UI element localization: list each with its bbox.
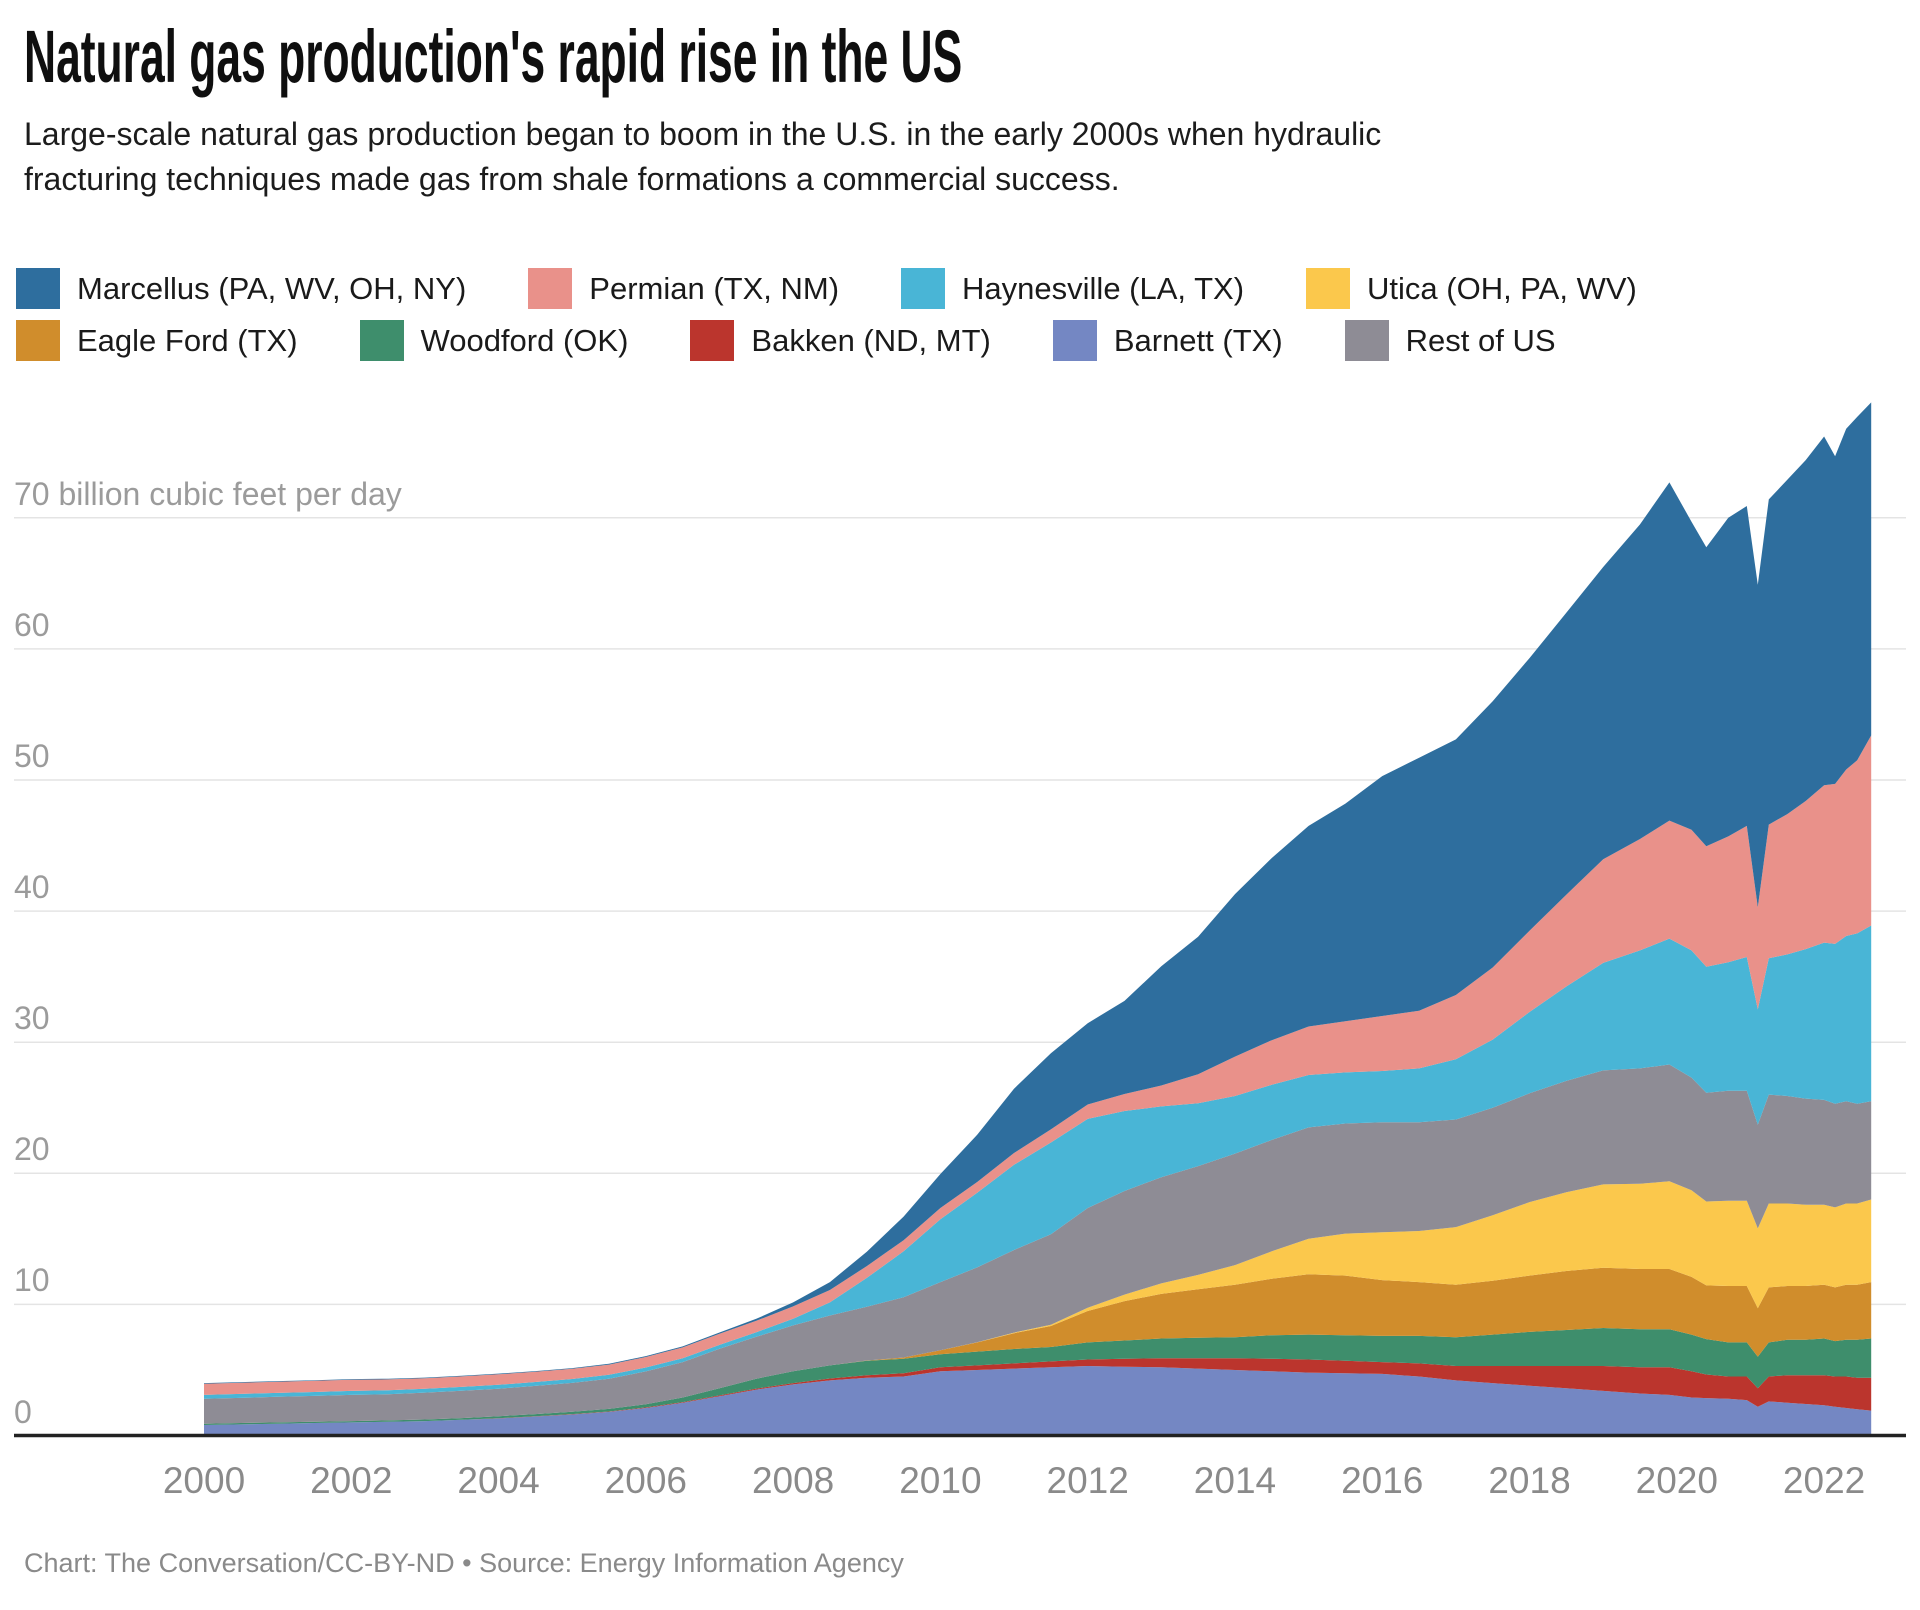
legend-swatch-eagle-ford (16, 320, 60, 361)
legend-swatch-utica (1306, 268, 1351, 309)
area-rest-of-us (204, 1064, 1872, 1424)
legend-item-permian: Permian (TX, NM) (528, 268, 839, 309)
legend-label-marcellus: Marcellus (PA, WV, OH, NY) (77, 270, 467, 306)
legend-row-2: Eagle Ford (TX) Woodford (OK) Bakken (ND, … (16, 320, 1637, 361)
chart-title: Natural gas production's rapid rise in t… (24, 15, 963, 98)
x-axis-label-2020: 2020 (1635, 1460, 1718, 1501)
x-axis-label-2012: 2012 (1046, 1460, 1129, 1501)
y-axis-label-0: 0 (14, 1393, 32, 1430)
legend: Marcellus (PA, WV, OH, NY) Permian (TX, N… (16, 268, 1637, 361)
y-axis-label-20: 20 (14, 1131, 50, 1168)
legend-item-bakken: Bakken (ND, MT) (690, 320, 991, 361)
chart-subtitle-line1: Large-scale natural gas production began… (24, 116, 1382, 152)
x-axis-label-2022: 2022 (1782, 1460, 1866, 1501)
chart-subtitle: Large-scale natural gas production began… (24, 112, 1381, 202)
legend-label-eagle-ford: Eagle Ford (TX) (77, 322, 298, 358)
legend-item-utica: Utica (OH, PA, WV) (1306, 268, 1637, 309)
area-utica (204, 1181, 1872, 1424)
x-axis-label-2010: 2010 (899, 1460, 982, 1501)
area-woodford (204, 1328, 1872, 1425)
y-axis-label-10: 10 (14, 1262, 50, 1299)
legend-item-rest-of-us: Rest of US (1344, 320, 1556, 361)
legend-label-woodford: Woodford (OK) (420, 322, 629, 358)
y-axis-label-50: 50 (14, 738, 50, 774)
legend-label-rest-of-us: Rest of US (1405, 322, 1556, 358)
y-axis-label-40: 40 (14, 869, 50, 906)
legend-item-marcellus: Marcellus (PA, WV, OH, NY) (16, 268, 466, 309)
x-axis-label-2014: 2014 (1193, 1460, 1277, 1501)
area-haynesville (204, 925, 1872, 1399)
legend-item-barnett: Barnett (TX) (1052, 320, 1283, 361)
legend-swatch-woodford (359, 320, 404, 361)
x-axis-label-2008: 2008 (751, 1460, 835, 1501)
x-axis-label-2018: 2018 (1488, 1460, 1571, 1501)
legend-swatch-barnett (1052, 320, 1097, 361)
legend-item-woodford: Woodford (OK) (359, 320, 629, 361)
x-axis-label-2006: 2006 (604, 1460, 687, 1501)
area-bakken (204, 1358, 1872, 1425)
area-barnett (204, 1366, 1872, 1436)
footer-credit: Chart: The Conversation/CC-BY-ND • Sourc… (24, 1548, 904, 1578)
legend-swatch-marcellus (16, 268, 60, 309)
legend-label-bakken: Bakken (ND, MT) (751, 322, 991, 358)
legend-label-haynesville: Haynesville (LA, TX) (962, 270, 1245, 306)
area-marcellus (204, 402, 1872, 1384)
y-axis-label-30: 30 (14, 1000, 50, 1037)
x-axis-label-2002: 2002 (310, 1460, 393, 1501)
chart-subtitle-line2: fracturing techniques made gas from shal… (24, 161, 1120, 197)
legend-label-permian: Permian (TX, NM) (589, 270, 840, 306)
legend-row-1: Marcellus (PA, WV, OH, NY) Permian (TX, N… (16, 268, 1637, 309)
x-axis-label-2016: 2016 (1341, 1460, 1424, 1501)
x-axis-label-2000: 2000 (162, 1460, 246, 1501)
legend-item-eagle-ford: Eagle Ford (TX) (16, 320, 298, 361)
legend-item-haynesville: Haynesville (LA, TX) (901, 268, 1244, 309)
legend-swatch-haynesville (901, 268, 946, 309)
legend-label-barnett: Barnett (TX) (1113, 322, 1283, 358)
legend-swatch-bakken (690, 320, 735, 361)
legend-label-utica: Utica (OH, PA, WV) (1367, 270, 1637, 306)
legend-swatch-rest-of-us (1344, 320, 1389, 361)
y-axis-unit-label: 70 billion cubic feet per day (14, 475, 402, 512)
area-eagle-ford (204, 1267, 1872, 1424)
x-axis-label-2004: 2004 (457, 1460, 540, 1501)
legend-swatch-permian (528, 268, 573, 309)
y-axis-label-60: 60 (14, 606, 50, 643)
